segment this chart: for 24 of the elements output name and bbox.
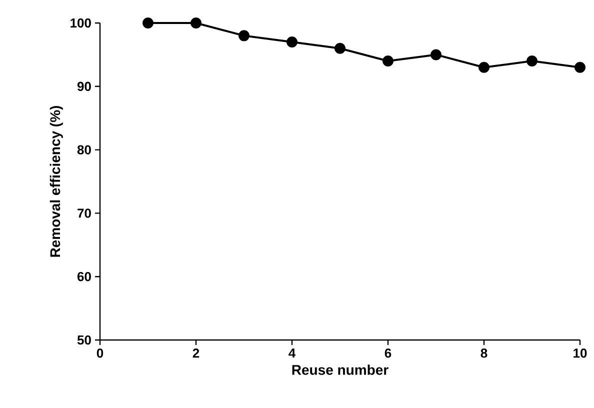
point: [478, 62, 490, 73]
point: [286, 36, 298, 48]
point: [526, 56, 538, 67]
point: [238, 30, 250, 42]
x-tick-label: 10: [574, 348, 587, 358]
y-tick-label: 70: [78, 208, 91, 218]
x-axis-title: Reuse number: [292, 364, 388, 375]
x-tick-label: 2: [192, 348, 200, 358]
point: [574, 62, 586, 73]
y-tick-label: 100: [70, 18, 91, 28]
x-tick-label: 4: [288, 348, 296, 358]
y-tick-label: 60: [77, 272, 91, 282]
point: [190, 18, 202, 29]
x-tick-label: 6: [384, 348, 392, 358]
y-tick-label: 50: [77, 335, 91, 345]
y-tick-label: 90: [77, 82, 91, 92]
y-tick-label: 80: [77, 145, 91, 154]
point: [334, 42, 346, 54]
x-tick-label: 0: [96, 348, 104, 358]
point: [142, 18, 154, 29]
point: [382, 56, 394, 67]
point: [430, 49, 442, 60]
y-axis-title: Removal efficiency (%): [50, 106, 63, 257]
x-tick-label: 8: [480, 348, 488, 358]
